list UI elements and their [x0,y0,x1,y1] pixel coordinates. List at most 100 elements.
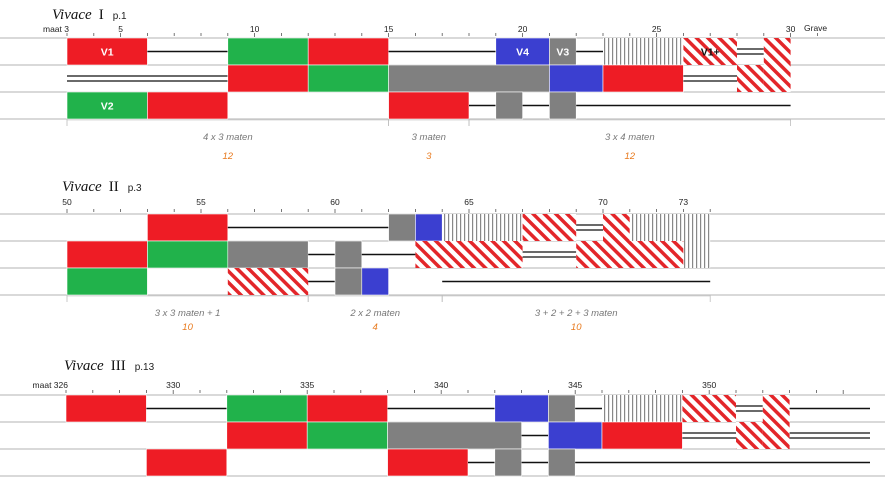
block-hatched [603,214,630,241]
block-gray [334,240,363,269]
block-hatched [522,214,577,241]
title-numeral: III [111,358,126,374]
page-ref: p.1 [113,11,127,22]
measure-label: 60 [330,197,340,207]
block-hatched [683,38,737,65]
block-double-line [522,251,577,258]
measure-label: 10 [250,24,260,34]
group-label: 3 + 2 + 2 + 3 maten [535,308,618,319]
measure-label: 70 [598,197,608,207]
block-red [66,37,148,66]
measure-label: 30 [786,24,796,34]
block-red [307,37,389,66]
group-count: 10 [571,322,582,333]
group-label: 2 x 2 maten [349,308,400,319]
block-red [387,448,469,477]
block-red [306,394,388,423]
block-double-line [736,405,763,412]
block-vertical-stripes [602,395,683,422]
block-red [602,64,684,93]
group-label: 3 x 3 maten + 1 [155,308,221,319]
group-count: 3 [426,151,432,162]
block-hatched [763,65,791,92]
block-double-line [682,432,736,439]
block-double-line [737,48,764,55]
block-red [147,213,229,242]
block-hatched [736,422,763,449]
block-green [66,267,148,296]
block-green [307,64,389,93]
block-blue [361,267,389,296]
block-green [306,421,388,450]
group-count: 4 [373,322,378,333]
section-vivace-2: Vivace II p.3 50 55 60 65 70 73 3 x 3 maten + 1 10… [0,179,885,333]
block-hatched [415,241,523,268]
block-hatched [737,65,764,92]
grave-label: Grave [804,23,827,33]
group-label: 4 x 3 maten [203,132,253,143]
title-word: Vivace [64,358,104,374]
measure-label: 55 [196,197,206,207]
measure-label: maat 3 [43,24,69,34]
title-word: Vivace [52,7,92,23]
block-blue [549,64,604,93]
block-green [227,37,309,66]
measure-label: 50 [62,197,72,207]
measure-label: 335 [300,380,314,390]
block-red [601,421,683,450]
block-blue [548,421,603,450]
block-hatched [762,422,790,449]
block-vertical-stripes [683,241,711,268]
measure-label: 330 [166,380,180,390]
section-vivace-3: Vivace III p.13 maat 326 330 335 340 345 350 [0,358,885,477]
block-double-line [683,75,737,82]
measure-label: 73 [679,197,689,207]
block-vertical-stripes [603,38,684,65]
block-red [388,91,470,120]
section-title: Vivace III p.13 [64,358,155,374]
section-title: Vivace II p.3 [62,179,142,195]
voice-label: V2 [101,101,114,113]
block-blue [415,213,443,242]
block-hatched [763,38,791,65]
voice-label: V3 [556,47,569,59]
block-double-line [576,224,603,231]
measure-label: 15 [384,24,394,34]
block-green [226,394,308,423]
measure-label: 65 [464,197,474,207]
page-ref: p.3 [128,183,142,194]
group-count: 12 [223,151,234,162]
title-numeral: I [99,7,104,23]
voice-label: V1+ [701,47,720,59]
block-green [66,91,148,120]
group-label: 3 maten [412,132,446,143]
block-red [146,448,228,477]
measure-label: 340 [434,380,448,390]
block-gray [494,448,522,477]
block-blue [494,394,549,423]
block-gray [334,267,363,296]
block-hatched [682,395,736,422]
block-gray [388,64,550,93]
voice-label: V1 [101,47,114,59]
measure-label: 25 [652,24,662,34]
title-word: Vivace [62,179,102,195]
voice-label: V4 [516,47,529,59]
block-gray [548,448,576,477]
group-count: 12 [625,151,636,162]
measure-label: 345 [568,380,582,390]
measure-label: 20 [518,24,528,34]
block-red [65,394,147,423]
block-red [66,240,148,269]
block-hatched [227,268,309,295]
page-ref: p.13 [135,362,155,373]
block-gray [388,213,416,242]
block-vertical-stripes [629,214,711,241]
title-numeral: II [109,179,119,195]
block-gray [387,421,522,450]
block-red [227,64,309,93]
block-green [147,240,229,269]
block-double-line [67,75,228,82]
